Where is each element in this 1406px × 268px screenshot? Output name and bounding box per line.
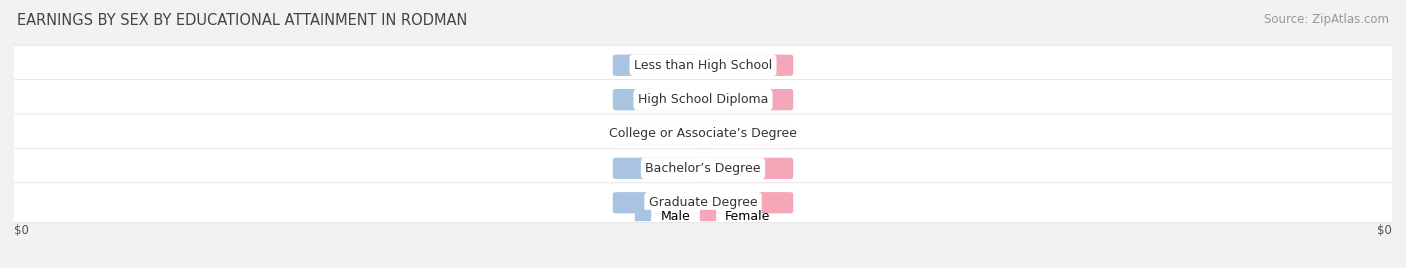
Text: High School Diploma: High School Diploma bbox=[638, 93, 768, 106]
Text: Bachelor’s Degree: Bachelor’s Degree bbox=[645, 162, 761, 175]
FancyBboxPatch shape bbox=[0, 114, 1406, 154]
Text: $0: $0 bbox=[1376, 224, 1392, 237]
FancyBboxPatch shape bbox=[613, 192, 703, 213]
FancyBboxPatch shape bbox=[703, 55, 793, 76]
FancyBboxPatch shape bbox=[703, 89, 793, 110]
Text: EARNINGS BY SEX BY EDUCATIONAL ATTAINMENT IN RODMAN: EARNINGS BY SEX BY EDUCATIONAL ATTAINMEN… bbox=[17, 13, 467, 28]
Text: $0: $0 bbox=[741, 129, 755, 139]
Text: $0: $0 bbox=[651, 95, 665, 105]
Text: $0: $0 bbox=[651, 198, 665, 208]
Text: $0: $0 bbox=[741, 95, 755, 105]
Text: $0: $0 bbox=[741, 163, 755, 173]
Text: $0: $0 bbox=[741, 198, 755, 208]
FancyBboxPatch shape bbox=[613, 158, 703, 179]
Text: $0: $0 bbox=[651, 60, 665, 70]
FancyBboxPatch shape bbox=[703, 123, 793, 145]
Text: College or Associate’s Degree: College or Associate’s Degree bbox=[609, 128, 797, 140]
FancyBboxPatch shape bbox=[0, 183, 1406, 223]
Text: $0: $0 bbox=[651, 163, 665, 173]
FancyBboxPatch shape bbox=[613, 89, 703, 110]
Text: $0: $0 bbox=[14, 224, 30, 237]
FancyBboxPatch shape bbox=[613, 123, 703, 145]
Text: $0: $0 bbox=[741, 60, 755, 70]
FancyBboxPatch shape bbox=[0, 148, 1406, 188]
FancyBboxPatch shape bbox=[613, 55, 703, 76]
Text: $0: $0 bbox=[651, 129, 665, 139]
Text: Less than High School: Less than High School bbox=[634, 59, 772, 72]
Text: Graduate Degree: Graduate Degree bbox=[648, 196, 758, 209]
Text: Source: ZipAtlas.com: Source: ZipAtlas.com bbox=[1264, 13, 1389, 27]
FancyBboxPatch shape bbox=[0, 45, 1406, 85]
FancyBboxPatch shape bbox=[0, 80, 1406, 120]
FancyBboxPatch shape bbox=[703, 192, 793, 213]
FancyBboxPatch shape bbox=[703, 158, 793, 179]
Legend: Male, Female: Male, Female bbox=[636, 210, 770, 222]
